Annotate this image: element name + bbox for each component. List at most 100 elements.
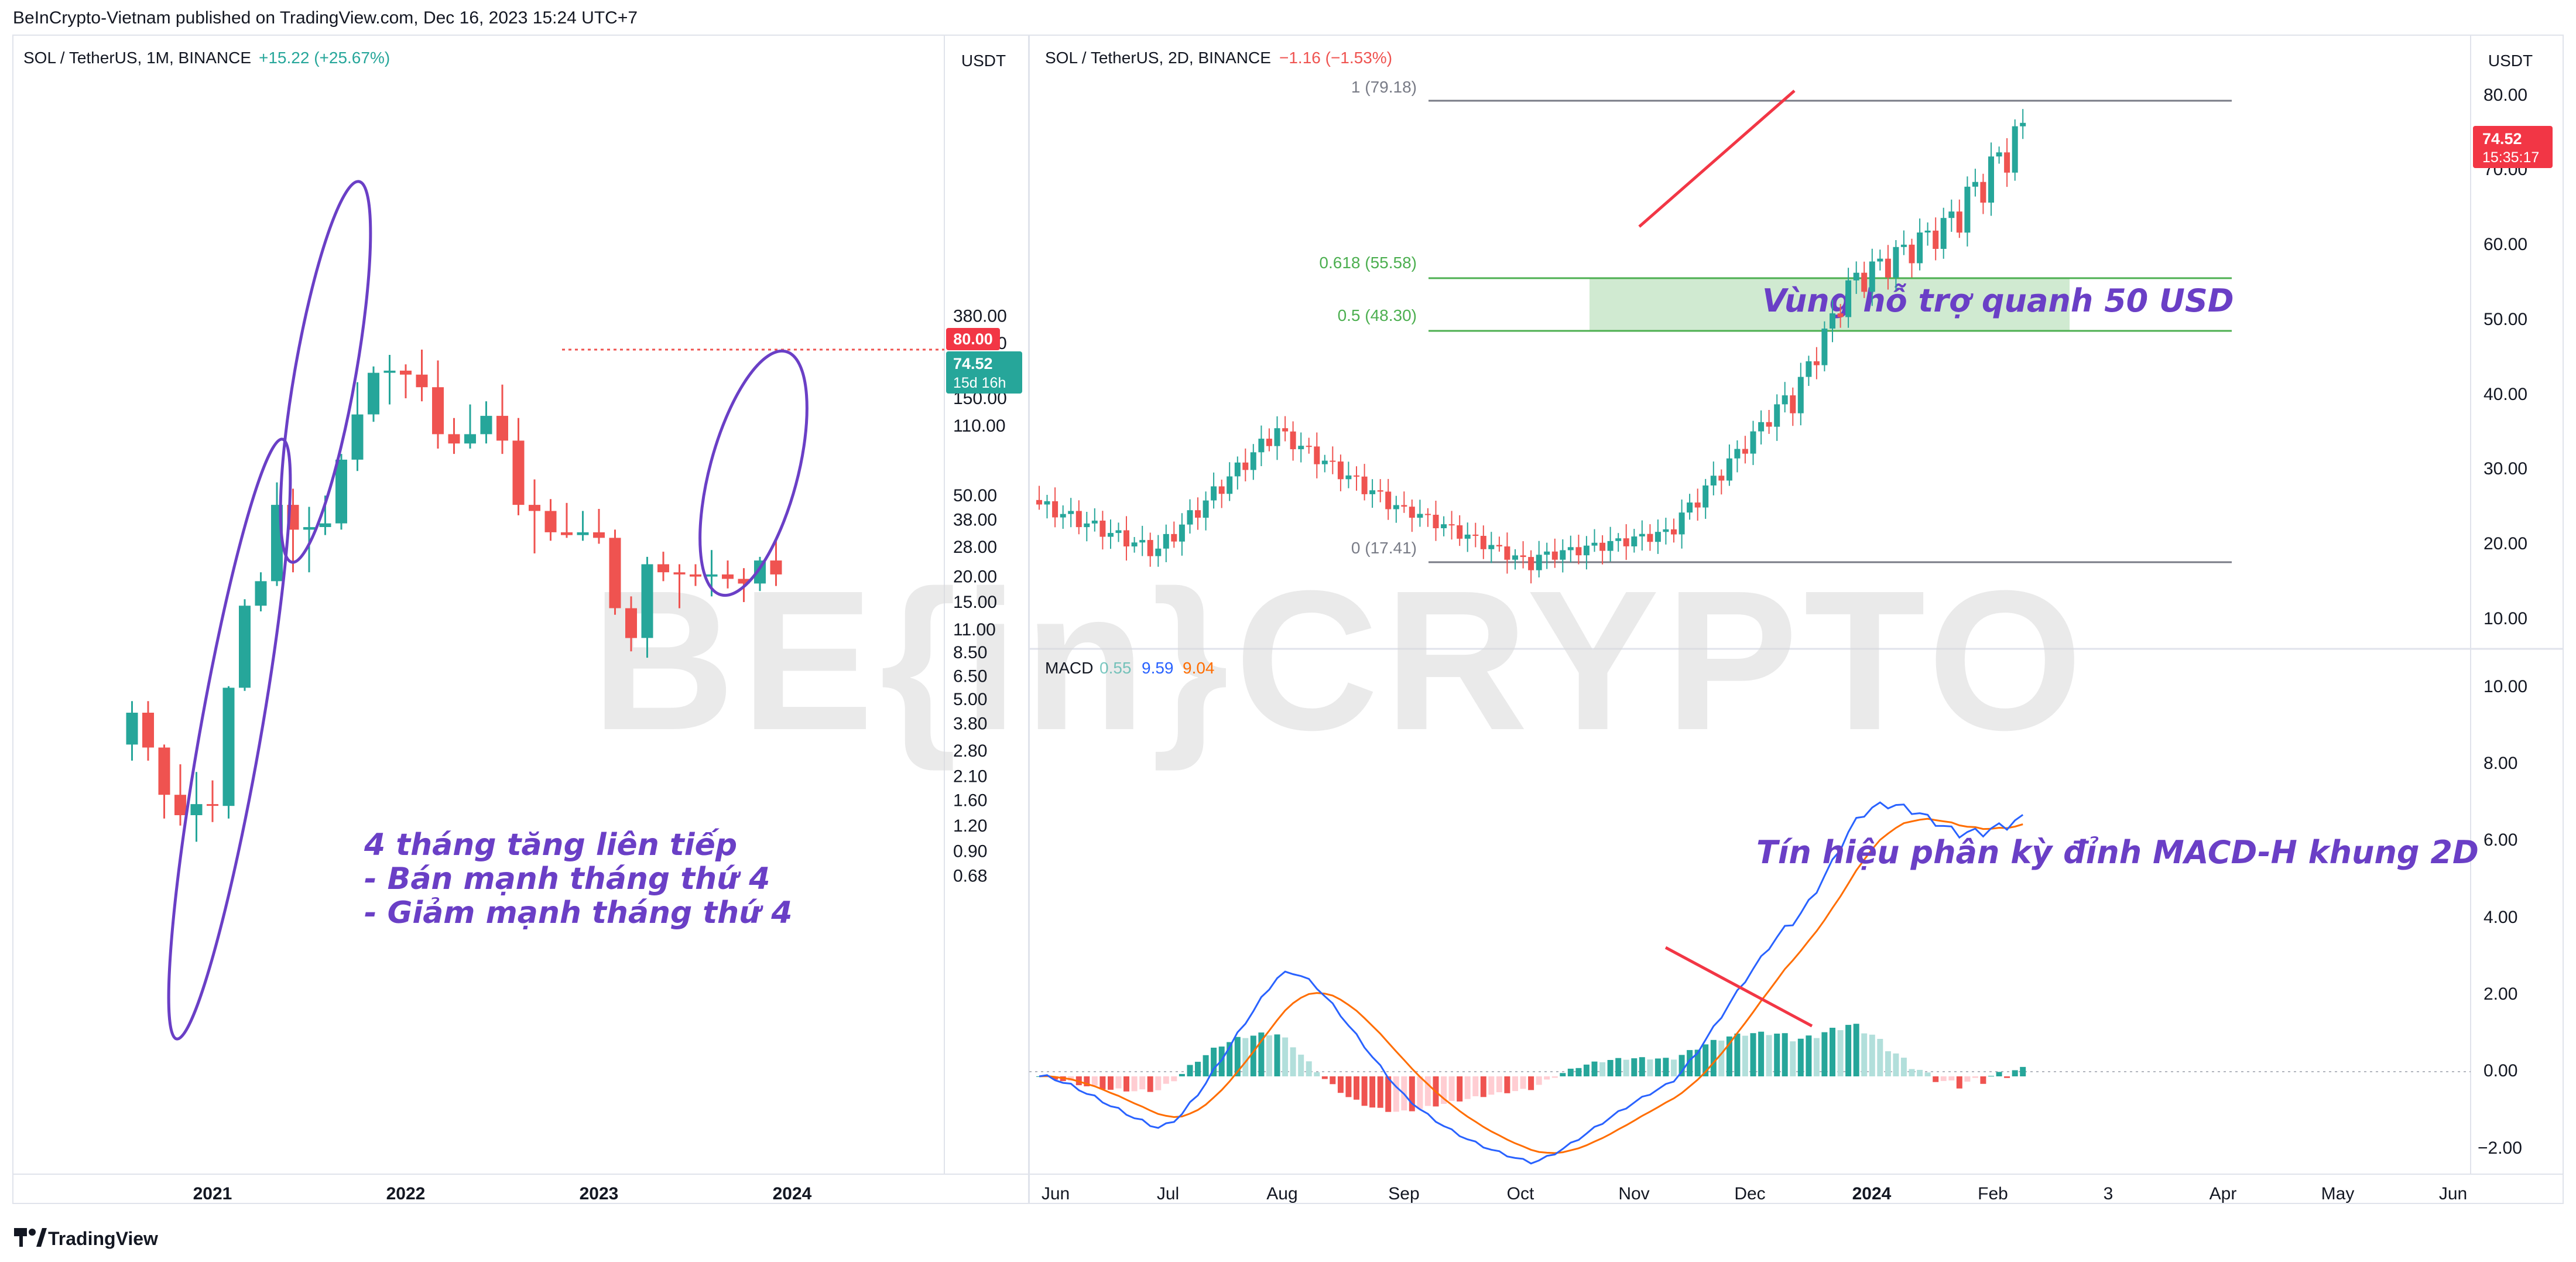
right-candle — [1052, 487, 1059, 528]
left-candle — [593, 509, 605, 544]
macd-hist-bar — [1099, 1076, 1106, 1090]
left-candle — [190, 772, 203, 842]
left-candles — [126, 350, 782, 842]
right-candle — [1330, 446, 1336, 474]
right-candle — [1687, 494, 1693, 520]
svg-text:Nov: Nov — [1618, 1184, 1649, 1203]
right-candle — [1893, 240, 1899, 290]
right-time-axis: Jun Jul Aug Sep Oct Nov Dec 2024 Feb 3 A… — [1042, 1184, 2467, 1203]
right-currency-label[interactable]: USDT — [2488, 52, 2533, 70]
right-candle — [1306, 437, 1312, 454]
right-candle — [1599, 535, 1606, 565]
macd-hist-bar — [1171, 1076, 1177, 1082]
macd-hist-bar — [1464, 1076, 1471, 1099]
macd-hist-bar — [1607, 1060, 1614, 1076]
svg-text:40.00: 40.00 — [2483, 385, 2527, 404]
left-y-tick: 5.00 — [953, 690, 987, 709]
svg-text:30.00: 30.00 — [2483, 459, 2527, 478]
svg-text:Jul: Jul — [1157, 1184, 1179, 1203]
macd-hist-bar — [1108, 1076, 1114, 1090]
macd-hist-bar — [1520, 1076, 1526, 1089]
macd-hist-bar — [1853, 1024, 1859, 1076]
left-candle — [496, 384, 508, 454]
left-candle — [416, 350, 428, 402]
macd-hist-bar — [1956, 1076, 1962, 1089]
left-candle — [368, 366, 379, 422]
macd-hist-bar — [1671, 1059, 1677, 1076]
svg-text:Feb: Feb — [1978, 1184, 2008, 1203]
left-currency-label[interactable]: USDT — [961, 52, 1006, 70]
svg-text:Apr: Apr — [2210, 1184, 2237, 1203]
macd-hist-bar — [1694, 1049, 1701, 1076]
right-candle — [1996, 146, 2002, 164]
macd-hist-bar — [1377, 1076, 1383, 1108]
left-y-tick: 11.00 — [953, 620, 996, 639]
fib-label-0618: 0.618 (55.58) — [1319, 254, 1417, 272]
left-y-tick: 1.60 — [953, 791, 987, 810]
macd-hist-bar — [1321, 1076, 1328, 1079]
right-candle — [1631, 529, 1638, 553]
right-candle — [1171, 521, 1177, 548]
macd-hist-bar — [1227, 1042, 1233, 1076]
right-candle — [1504, 532, 1510, 574]
left-change-label: +15.22 (+25.67%) — [259, 49, 390, 67]
left-candle — [641, 556, 653, 658]
right-candle — [1567, 535, 1574, 563]
right-candle — [1179, 513, 1185, 556]
right-candle — [1131, 537, 1138, 553]
left-y-tick: 6.50 — [953, 667, 987, 686]
macd-hist-bar — [1448, 1076, 1455, 1101]
macd-hist-bar — [1726, 1036, 1732, 1076]
macd-hist-bar — [2012, 1070, 2018, 1076]
right-candle — [1147, 532, 1153, 567]
left-candle — [561, 502, 573, 538]
right-candle — [1369, 479, 1376, 508]
annotation-line-1: 4 tháng tăng liên tiếp — [364, 827, 737, 863]
macd-hist-bar — [1663, 1058, 1669, 1076]
right-candle — [1163, 524, 1169, 562]
right-candle — [1583, 536, 1590, 570]
left-symbol-label: SOL / TetherUS, 1M, BINANCE — [23, 49, 251, 67]
macd-hist-bar — [1036, 1076, 1042, 1077]
macd-hist-bar — [1274, 1034, 1280, 1076]
right-candle — [1060, 505, 1066, 529]
right-candle — [1044, 495, 1050, 519]
macd-hist-bar — [1687, 1050, 1693, 1076]
macd-hist-bar — [1703, 1044, 1709, 1076]
left-candle — [255, 572, 267, 611]
left-y-tick: 2.10 — [953, 767, 987, 786]
macd-hist-bar — [1885, 1051, 1891, 1076]
countdown-text: 15d 16h — [953, 375, 1006, 391]
macd-hist-bar — [1877, 1039, 1883, 1076]
right-candle — [1821, 321, 1828, 372]
right-candle — [1917, 218, 1923, 271]
left-candle — [400, 364, 412, 399]
right-symbol-label: SOL / TetherUS, 2D, BINANCE — [1045, 49, 1271, 67]
svg-text:2.00: 2.00 — [2483, 984, 2517, 1004]
left-chart-frame — [12, 35, 1029, 1204]
right-candle — [1424, 508, 1431, 527]
fib-label-1: 1 (79.18) — [1351, 78, 1417, 96]
left-candle — [448, 418, 460, 454]
left-candle — [673, 564, 686, 608]
macd-hist-bar — [1504, 1076, 1510, 1093]
right-candle — [1654, 519, 1661, 554]
macd-hist-bar — [1147, 1076, 1153, 1092]
macd-hist-bar — [1742, 1035, 1748, 1076]
right-candle — [1480, 525, 1486, 559]
macd-hist-bar — [1623, 1059, 1629, 1076]
right-candle — [1448, 511, 1455, 540]
macd-hist-bar — [1163, 1076, 1169, 1084]
rally-ellipse-2023-q4 — [698, 349, 809, 597]
right-candle — [1948, 199, 1955, 232]
left-candle — [625, 596, 637, 652]
right-candle — [1195, 497, 1201, 530]
right-candle — [1361, 464, 1368, 501]
macd-hist-bar — [1654, 1058, 1661, 1076]
macd-hist-bar — [1790, 1041, 1796, 1076]
macd-hist-bar — [1337, 1076, 1344, 1093]
svg-text:Jun: Jun — [2439, 1184, 2467, 1203]
right-candle — [1187, 499, 1193, 534]
macd-hist-bar — [1996, 1072, 2002, 1076]
